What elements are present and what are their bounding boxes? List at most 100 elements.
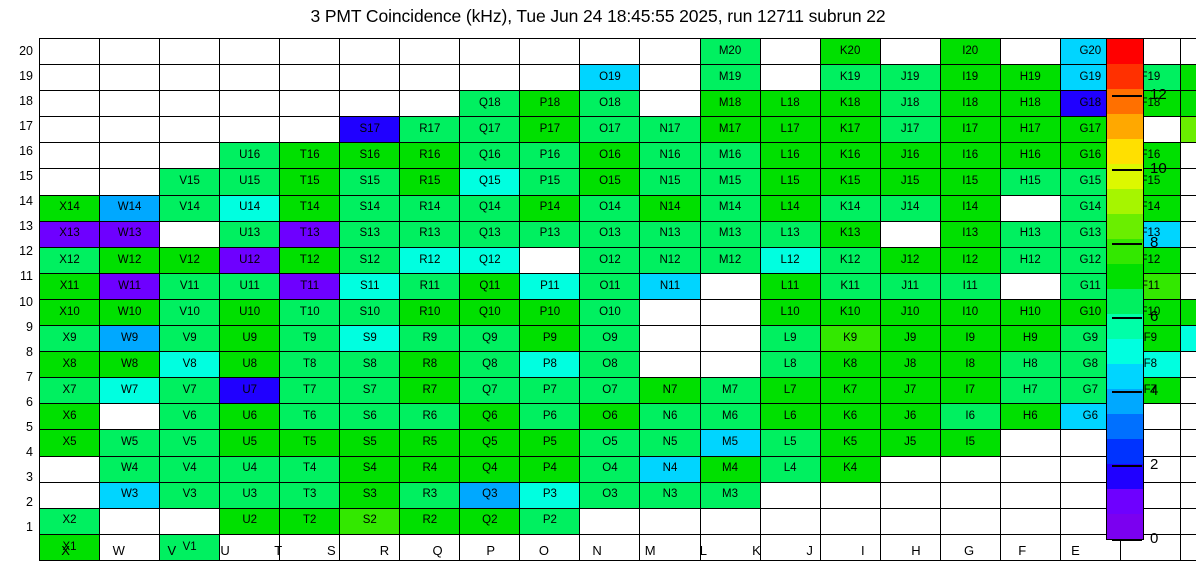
heatmap-cell-s13: S13	[339, 220, 401, 248]
heatmap-row: X9W9V9U9T9S9R9Q9P9O9L9K9J9I9H9G9F9E9	[38, 325, 1196, 353]
heatmap-cell-p4: P4	[519, 455, 581, 483]
heatmap-cell-q15: Q15	[459, 168, 521, 196]
heatmap-cell-m18: M18	[699, 90, 761, 118]
heatmap-cell-h5	[999, 429, 1061, 457]
heatmap-cell-r10: R10	[399, 298, 461, 327]
heatmap-cell-h15: H15	[999, 168, 1061, 196]
heatmap-cell-l17: L17	[759, 116, 821, 144]
heatmap-cell-k14: K14	[819, 194, 881, 222]
heatmap-cell-r5: R5	[399, 429, 461, 457]
heatmap-cell-s8: S8	[339, 351, 401, 379]
heatmap-cell-i12: I12	[939, 246, 1001, 274]
heatmap-cell-t15: T15	[279, 168, 341, 196]
heatmap-row: X10 W10 V10 U10 T10 S10 R10 Q10 P10 O10 L10 K10 J10 I…	[38, 298, 1196, 327]
heatmap-cell-e5	[1179, 429, 1196, 457]
heatmap-cell-q7: Q7	[459, 377, 521, 405]
heatmap-cell-q19	[459, 64, 521, 92]
heatmap-cell-n7: N7	[639, 377, 701, 405]
heatmap-cell-n13: N13	[639, 220, 701, 248]
heatmap-cell-p18: P18	[519, 90, 581, 118]
heatmap-cell-v19	[159, 64, 221, 92]
x-tick-label: Q	[432, 543, 443, 558]
heatmap-cell-e19: E19	[1179, 64, 1196, 92]
heatmap-cell-r6: R6	[399, 403, 461, 431]
heatmap-cell-i20: I20	[939, 37, 1001, 66]
heatmap-cell-s12: S12	[339, 246, 401, 274]
heatmap-cell-s6: S6	[339, 403, 401, 431]
y-tick-label: 5	[26, 420, 33, 435]
heatmap-cell-h17: H17	[999, 116, 1061, 144]
heatmap-cell-n19	[639, 64, 701, 92]
heatmap-cell-j15: J15	[879, 168, 941, 196]
heatmap-cell-w8: W8	[99, 351, 161, 379]
heatmap-cell-i16: I16	[939, 142, 1001, 170]
heatmap-row: S17R17Q17P17O17N17M17L17K17J17I17H17G17E…	[38, 116, 1196, 144]
heatmap-cell-p9: P9	[519, 325, 581, 353]
heatmap-cell-n3: N3	[639, 481, 701, 509]
y-tick-label: 11	[20, 269, 33, 284]
heatmap-cell-t7: T7	[279, 377, 341, 405]
y-tick-label: 14	[19, 194, 33, 209]
colorbar-segment	[1107, 39, 1143, 64]
heatmap-cell-t12: T12	[279, 246, 341, 274]
heatmap-cell-w5: W5	[99, 429, 161, 457]
heatmap-cell-r3: R3	[399, 481, 461, 509]
heatmap-cell-q16: Q16	[459, 142, 521, 170]
colorbar	[1106, 38, 1144, 540]
heatmap-cell-q14: Q14	[459, 194, 521, 222]
heatmap-cell-t4: T4	[279, 455, 341, 483]
heatmap-cell-l12: L12	[759, 246, 821, 274]
heatmap-cell-v10: V10	[159, 298, 221, 327]
heatmap-cell-i9: I9	[939, 325, 1001, 353]
colorbar-segment	[1107, 314, 1143, 339]
colorbar-segment	[1107, 89, 1143, 114]
heatmap-cell-o11: O11	[579, 272, 641, 300]
heatmap-cell-o10: O10	[579, 298, 641, 327]
heatmap-cell-h18: H18	[999, 90, 1061, 118]
heatmap-cell-t13: T13	[279, 220, 341, 248]
heatmap-row: X13 W13 U13 T13 S13 R13 Q13 P13 O13 N13 M13 L13 K13 I…	[38, 220, 1196, 248]
y-tick-label: 20	[19, 43, 33, 58]
heatmap-cell-o19: O19	[579, 64, 641, 92]
heatmap-cell-v6: V6	[159, 403, 221, 431]
heatmap-cell-e6	[1179, 403, 1196, 431]
colorbar-segment	[1107, 264, 1143, 289]
heatmap-cell-l18: L18	[759, 90, 821, 118]
heatmap-cell-l16: L16	[759, 142, 821, 170]
y-tick-label: 8	[26, 344, 33, 359]
heatmap-cell-i17: I17	[939, 116, 1001, 144]
heatmap-cell-v18	[159, 90, 221, 118]
y-tick-label: 3	[26, 470, 33, 485]
heatmap-cell-n20	[639, 37, 701, 66]
y-tick-label: 19	[19, 68, 33, 83]
heatmap-cell-t14: T14	[279, 194, 341, 222]
heatmap-cell-v17	[159, 116, 221, 144]
heatmap-cell-s15: S15	[339, 168, 401, 196]
heatmap-cell-x16	[38, 142, 101, 170]
heatmap-cell-v13	[159, 220, 221, 248]
heatmap-cell-r2: R2	[399, 507, 461, 535]
heatmap-cell-h13: H13	[999, 220, 1061, 248]
heatmap-cell-o3: O3	[579, 481, 641, 509]
heatmap-cell-n18	[639, 90, 701, 118]
heatmap-cell-u19	[219, 64, 281, 92]
heatmap-cell-r20	[399, 37, 461, 66]
heatmap-cell-x10: X10	[38, 298, 101, 327]
colorbar-segment	[1107, 214, 1143, 239]
heatmap-cell-t17	[279, 116, 341, 144]
heatmap-cell-x2: X2	[38, 507, 101, 535]
colorbar-segment	[1107, 139, 1143, 164]
heatmap-cell-o16: O16	[579, 142, 641, 170]
heatmap-cell-o1	[579, 533, 641, 561]
heatmap-cell-s20	[339, 37, 401, 66]
heatmap-cell-o9: O9	[579, 325, 641, 353]
heatmap-cell-w6	[99, 403, 161, 431]
heatmap-row: X14 W14 V14 U14 T14 S14 R14 Q14 P14 O14 N14 M14 L14 K…	[38, 194, 1196, 222]
heatmap-cell-x7: X7	[38, 377, 101, 405]
x-tick-label: U	[220, 543, 230, 558]
x-tick-label: J	[806, 543, 813, 558]
heatmap-cell-j18: J18	[879, 90, 941, 118]
heatmap-cell-n10	[639, 298, 701, 327]
heatmap-cell-u15: U15	[219, 168, 281, 196]
heatmap-cell-h14	[999, 194, 1061, 222]
